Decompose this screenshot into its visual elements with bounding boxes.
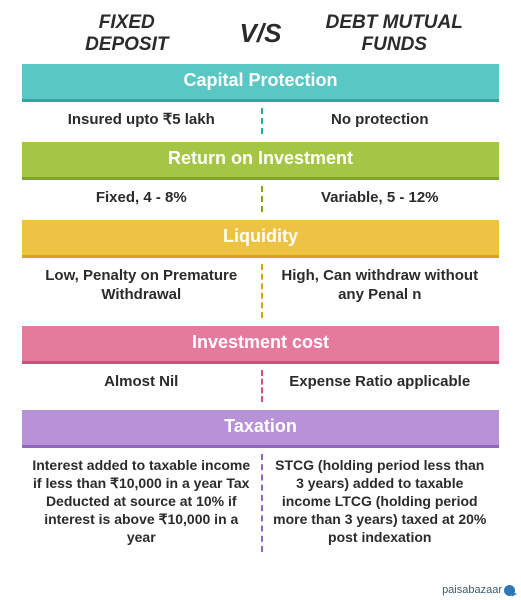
section-header: Liquidity [22,220,499,258]
comparison-row: Interest added to taxable income if less… [22,448,499,558]
comparison-row: Low, Penalty on Premature WithdrawalHigh… [22,258,499,324]
comparison-row: Fixed, 4 - 8%Variable, 5 - 12% [22,180,499,218]
brand-icon [504,585,515,596]
header-vs: V/S [232,18,290,49]
header-right: DEBT MUTUAL FUNDS [289,12,499,56]
cell-left: Fixed, 4 - 8% [22,188,261,208]
column-divider [261,370,263,402]
sections: Capital ProtectionInsured upto ₹5 lakhNo… [22,64,499,558]
comparison-infographic: FIXED DEPOSIT V/S DEBT MUTUAL FUNDS Capi… [0,0,521,558]
section-header: Return on Investment [22,142,499,180]
cell-right: STCG (holding period less than 3 years) … [261,456,500,548]
cell-left: Low, Penalty on Premature Withdrawal [22,266,261,314]
section-header: Capital Protection [22,64,499,102]
header-row: FIXED DEPOSIT V/S DEBT MUTUAL FUNDS [22,12,499,56]
header-left: FIXED DEPOSIT [22,12,232,56]
comparison-row: Insured upto ₹5 lakhNo protection [22,102,499,140]
section-header: Taxation [22,410,499,448]
column-divider [261,264,263,318]
cell-left: Almost Nil [22,372,261,398]
column-divider [261,454,263,552]
section-header: Investment cost [22,326,499,364]
cell-right: Variable, 5 - 12% [261,188,500,208]
cell-right: High, Can withdraw without any Penal n [261,266,500,314]
cell-left: Interest added to taxable income if less… [22,456,261,548]
column-divider [261,186,263,212]
cell-right: Expense Ratio applicable [261,372,500,398]
footer-text: paisabazaar [442,584,502,596]
footer-brand: paisabazaar [442,584,515,596]
column-divider [261,108,263,134]
cell-left: Insured upto ₹5 lakh [22,110,261,130]
comparison-row: Almost NilExpense Ratio applicable [22,364,499,408]
cell-right: No protection [261,110,500,130]
